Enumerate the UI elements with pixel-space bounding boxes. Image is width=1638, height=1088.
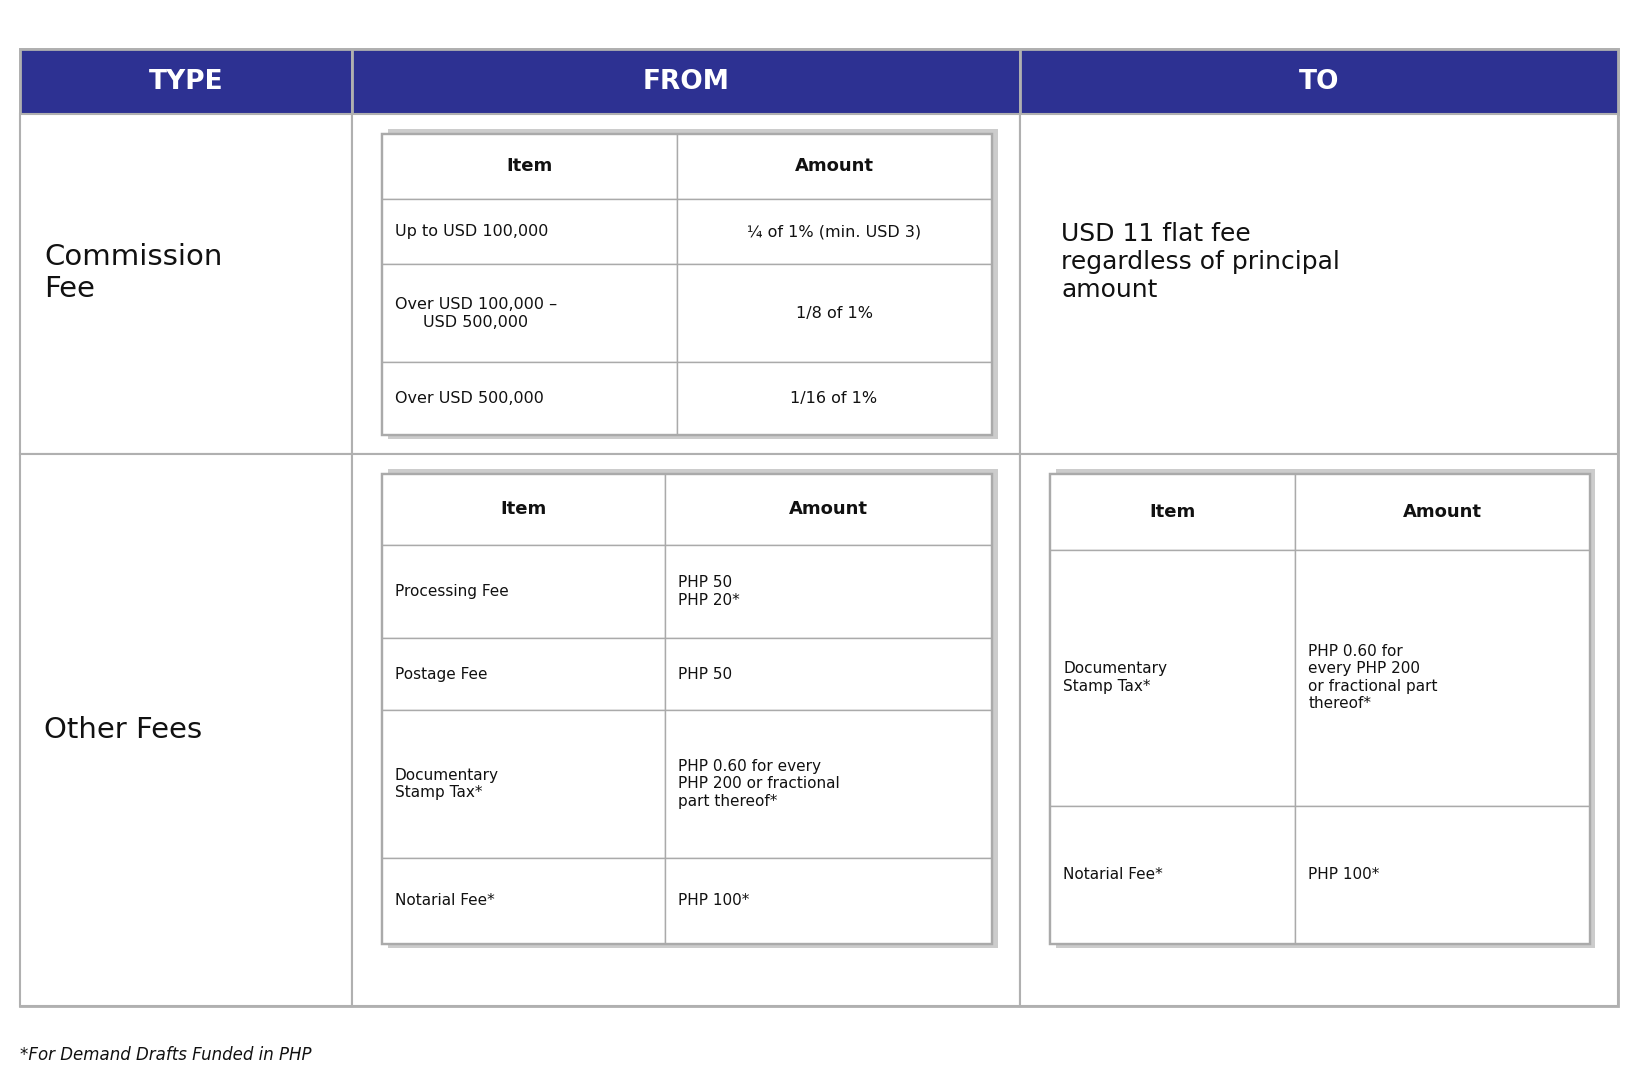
Bar <box>20 114 352 454</box>
Text: Postage Fee: Postage Fee <box>395 667 486 681</box>
Bar <box>20 49 1618 1006</box>
Text: Documentary
Stamp Tax*: Documentary Stamp Tax* <box>395 768 500 800</box>
Bar <box>1057 469 1595 948</box>
Bar <box>665 639 991 709</box>
Bar <box>382 264 676 362</box>
Text: PHP 0.60 for every
PHP 200 or fractional
part thereof*: PHP 0.60 for every PHP 200 or fractional… <box>678 759 840 808</box>
Text: Amount: Amount <box>788 500 868 518</box>
Text: USD 11 flat fee
regardless of principal
amount: USD 11 flat fee regardless of principal … <box>1061 222 1340 302</box>
Text: Amount: Amount <box>1402 503 1481 521</box>
Text: PHP 50
PHP 20*: PHP 50 PHP 20* <box>678 576 740 608</box>
Bar <box>676 362 991 434</box>
Text: Item: Item <box>500 500 547 518</box>
Bar <box>665 473 991 545</box>
Bar <box>1020 454 1618 1006</box>
Text: Up to USD 100,000: Up to USD 100,000 <box>395 224 549 239</box>
Bar <box>676 199 991 264</box>
Text: FROM: FROM <box>642 69 731 95</box>
Text: 1/16 of 1%: 1/16 of 1% <box>791 391 878 406</box>
Bar <box>352 454 1020 1006</box>
Bar <box>665 545 991 639</box>
Text: Notarial Fee*: Notarial Fee* <box>1063 867 1163 882</box>
Bar <box>382 473 991 943</box>
Text: Amount: Amount <box>794 158 873 175</box>
Text: Other Fees: Other Fees <box>44 716 203 744</box>
Bar <box>1050 473 1296 549</box>
Text: Processing Fee: Processing Fee <box>395 584 508 599</box>
Bar <box>382 709 665 858</box>
Text: TO: TO <box>1299 69 1340 95</box>
Bar <box>382 134 676 199</box>
Bar <box>388 129 998 438</box>
Bar <box>1296 805 1589 943</box>
Text: PHP 0.60 for
every PHP 200
or fractional part
thereof*: PHP 0.60 for every PHP 200 or fractional… <box>1309 644 1438 712</box>
Bar <box>382 545 665 639</box>
Text: *For Demand Drafts Funded in PHP: *For Demand Drafts Funded in PHP <box>20 1047 311 1064</box>
Text: PHP 100*: PHP 100* <box>678 893 750 908</box>
Bar <box>665 709 991 858</box>
Bar <box>1050 549 1296 805</box>
Bar <box>382 199 676 264</box>
Bar <box>382 473 665 545</box>
Text: Documentary
Stamp Tax*: Documentary Stamp Tax* <box>1063 662 1166 694</box>
Bar <box>20 454 352 1006</box>
Bar <box>1050 473 1589 943</box>
Bar <box>20 49 352 114</box>
Bar <box>676 134 991 199</box>
Text: 1/8 of 1%: 1/8 of 1% <box>796 306 873 321</box>
Text: PHP 100*: PHP 100* <box>1309 867 1379 882</box>
Bar <box>665 858 991 943</box>
Bar <box>382 639 665 709</box>
Text: Commission
Fee: Commission Fee <box>44 243 223 304</box>
Bar <box>388 469 998 948</box>
Bar <box>382 362 676 434</box>
Bar <box>1296 549 1589 805</box>
Text: Over USD 500,000: Over USD 500,000 <box>395 391 544 406</box>
Bar <box>352 49 1020 114</box>
Bar <box>382 134 991 434</box>
Text: Over USD 100,000 –
USD 500,000: Over USD 100,000 – USD 500,000 <box>395 297 557 330</box>
Text: PHP 50: PHP 50 <box>678 667 732 681</box>
Bar <box>1296 473 1589 549</box>
Text: Item: Item <box>506 158 552 175</box>
Text: Item: Item <box>1150 503 1196 521</box>
Text: TYPE: TYPE <box>149 69 223 95</box>
Bar <box>382 858 665 943</box>
Text: Notarial Fee*: Notarial Fee* <box>395 893 495 908</box>
Bar <box>676 264 991 362</box>
Bar <box>352 114 1020 454</box>
Bar <box>1050 805 1296 943</box>
Text: ¼ of 1% (min. USD 3): ¼ of 1% (min. USD 3) <box>747 224 921 239</box>
Bar <box>1020 49 1618 114</box>
Bar <box>1020 114 1618 454</box>
